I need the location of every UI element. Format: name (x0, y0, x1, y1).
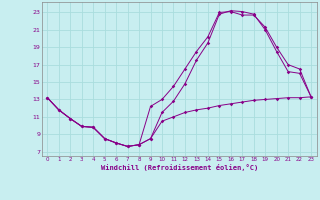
X-axis label: Windchill (Refroidissement éolien,°C): Windchill (Refroidissement éolien,°C) (100, 164, 258, 171)
